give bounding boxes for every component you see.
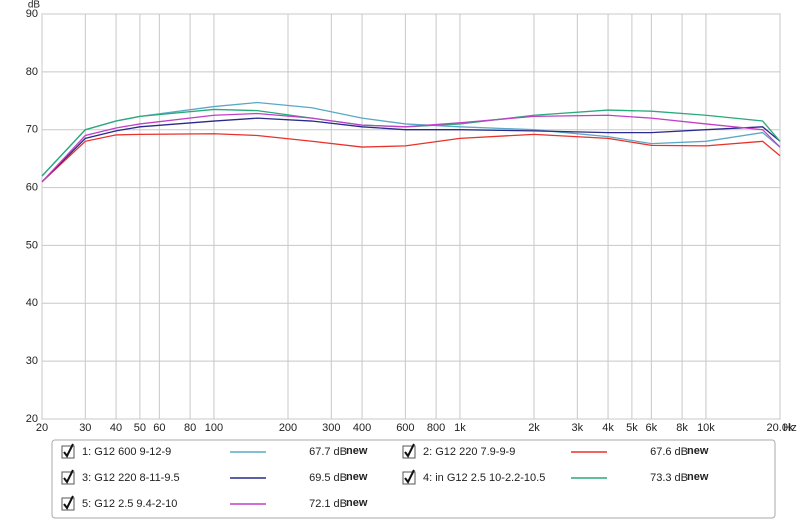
x-tick-label: 6k [646,422,658,434]
x-tick-label: 8k [676,422,688,434]
y-axis-label: dB [28,0,41,11]
x-tick-label: 30 [79,422,91,434]
series-line [41,133,781,183]
y-tick-label: 50 [26,239,38,251]
checkmark [63,495,74,510]
checkmark [63,443,74,458]
legend-tag: new [687,471,709,483]
x-tick-label: 100 [205,422,223,434]
legend-label: 3: G12 220 8-11-9.5 [82,472,180,484]
series-line [41,112,781,183]
x-tick-label: 400 [353,422,371,434]
x-tick-label: 300 [322,422,340,434]
y-tick-label: 20 [26,413,38,425]
legend-level: 69.5 dB [309,472,347,484]
legend-label: 1: G12 600 9-12-9 [82,446,171,458]
legend-tag: new [687,445,709,457]
legend-level: 73.3 dB [650,472,688,484]
x-tick-label: 1k [454,422,466,434]
y-tick-label: 80 [26,66,38,78]
checkmark [404,469,415,484]
checkmark [63,469,74,484]
series-line [41,117,781,183]
y-tick-label: 30 [26,355,38,367]
x-tick-label: 80 [184,422,196,434]
x-tick-label: 800 [427,422,445,434]
x-tick-label: 10k [697,422,715,434]
x-tick-label: 40 [110,422,122,434]
legend-level: 67.7 dB [309,446,347,458]
x-tick-label: 4k [602,422,614,434]
x-tick-label: 2k [528,422,540,434]
y-tick-label: 70 [26,124,38,136]
legend-level: 67.6 dB [650,446,688,458]
legend-level: 72.1 dB [309,498,347,510]
checkmark [404,443,415,458]
y-tick-label: 90 [26,8,38,20]
x-tick-label: 3k [572,422,584,434]
x-tick-label: 5k [626,422,638,434]
plot-area [41,13,781,420]
x-tick-label: 60 [153,422,165,434]
legend-label: 2: G12 220 7.9-9-9 [423,446,515,458]
x-tick-label: 600 [396,422,414,434]
x-tick-label: 50 [134,422,146,434]
x-axis-label: Hz [783,422,796,434]
legend-label: 5: G12 2.5 9.4-2-10 [82,498,177,510]
x-tick-label: 20.0k [767,422,794,434]
legend-label: 4: in G12 2.5 10-2.2-10.5 [423,472,545,484]
y-tick-label: 40 [26,297,38,309]
legend-tag: new [346,471,368,483]
y-tick-label: 60 [26,181,38,193]
x-tick-label: 20 [36,422,48,434]
legend-tag: new [346,497,368,509]
legend-tag: new [346,445,368,457]
x-tick-label: 200 [279,422,297,434]
